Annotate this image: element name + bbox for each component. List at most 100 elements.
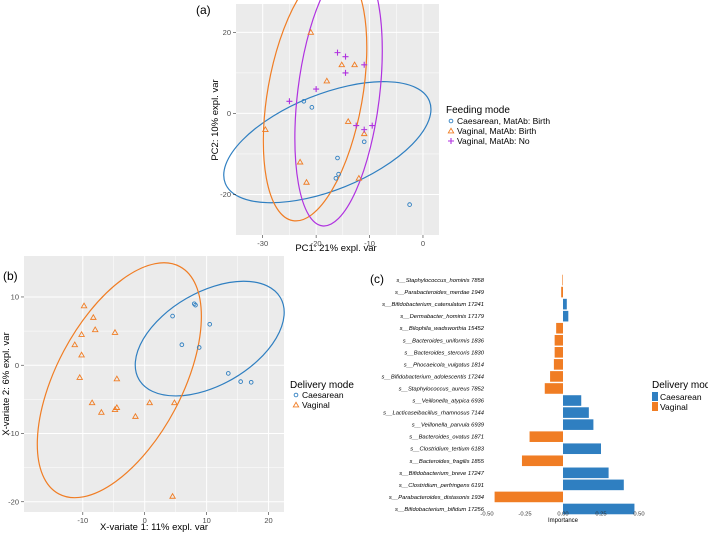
panel-c-bar-17 [563,479,624,491]
panel-a-point-plus [353,122,360,129]
panel-b-x-tick-label: 0 [143,516,147,525]
panel-c-legend-label-vaginal: Vaginal [660,402,688,412]
panel-c-category-label: s__Bifidobacterium_adolescentis 17244 [382,374,484,380]
panel-c-x-tick-label: 0.25 [595,512,606,518]
panel-c-bar-5 [554,334,563,346]
panel-c-bar-0 [562,274,563,286]
panel-b-x-tick-label: -10 [77,516,88,525]
panel-c-bar-2 [563,298,567,310]
panel-a-point-circle [361,139,367,145]
panel-a-point-triangle [296,158,304,165]
panel-b-y-axis-label: X-variate 2: 6% expl. var [1,332,12,436]
panel-c-bar-4 [556,322,563,334]
panel-c-category-label: s__Bacteroides_ovatus 1871 [409,435,484,441]
panel-b-point-triangle [113,403,121,410]
panel-c-category-label: s__Clostridium_perfringens 6191 [399,483,484,489]
panel-a-y-tick-label: 0 [227,109,231,118]
panel-c-bar-19 [563,503,635,515]
panel-a-label: (a) [196,3,211,17]
panel-b-y-tick-label: 10 [11,293,19,302]
panel-c-legend-key-vaginal [652,402,658,411]
panel-a-confidence-ellipse-2 [294,0,383,227]
panel-c-bar-9 [544,383,563,394]
panel-b-point-triangle [113,375,121,382]
panel-b-gridlines [24,256,284,512]
panel-a-point-circle [336,171,341,177]
panel-b-point-circle [196,345,202,350]
panel-a-y-axis-label: PC2: 10% expl. var [210,79,221,160]
panel-c-x-tick-label: 0.00 [557,512,568,518]
panel-a-point-plus [361,61,368,68]
panel-b-point-triangle [78,351,86,358]
panel-a-x-axis-label: PC1: 21% expl. var [295,243,376,254]
panel-c-bar-6 [554,347,563,358]
panel-c-category-label: s__Bacteroides_uniformis 1836 [403,338,485,344]
panel-b-y-ticks: -20 -10 0 10 [8,293,24,506]
panel-a-x-tick-label: -30 [257,239,268,248]
panel-c-bar-11 [563,407,589,418]
panel-a-point-triangle [261,126,269,133]
panel-c-category-labels: s__Staphylococcus_hominis 7858 s__Parabac… [382,278,485,513]
panel-b-confidence-ellipse-1 [36,262,202,499]
panel-c-bar-16 [563,467,609,479]
panel-b-point-triangle [88,399,96,406]
panel-c-bar-15 [521,455,563,467]
panel-c-bar-8 [550,371,563,382]
panel-b-legend: Delivery mode Caesarean Vaginal [290,380,354,410]
panel-b-point-triangle [78,330,86,337]
panel-b-point-circle [248,379,254,385]
panel-b-point-triangle [170,399,178,406]
panel-c-category-label: s__Veillonella_parvula 6939 [412,423,485,429]
panel-a-y-tick-label: -20 [220,190,231,199]
panel-b-point-triangle [76,373,84,380]
panel-b-points [71,301,254,499]
panel-c-bar-1 [561,286,563,298]
panel-a-y-tick-label: 20 [223,28,231,37]
panel-a-point-circle [335,155,340,161]
panel-a-legend-key-circle [448,118,454,124]
panel-c-label: (c) [370,272,384,286]
panel-b-point-triangle [89,313,97,320]
panel-b-x-axis-label: X-variate 1: 11% expl. var [100,522,208,533]
panel-c-x-axis-label: Importance [548,518,579,524]
panel-a-point-plus [361,126,368,133]
panel-c-category-label: s__Veillonella_atypica 6936 [412,399,484,405]
panel-a-point-plus [334,49,341,56]
panel-a-point-triangle [338,61,346,68]
panel-a-confidence-ellipse-1 [262,0,368,222]
panel-a-point-circle [333,175,339,181]
panel-c-legend-key-caesarean [652,392,658,401]
panel-c-category-label: s__Phocaeicola_vulgatus 1814 [404,362,484,368]
panel-b-y-tick-label: -10 [8,429,19,438]
panel-b-plot-background [24,256,284,512]
panel-c-category-label: s__Clostridium_tertium 6183 [410,447,485,453]
panel-a-point-triangle [351,61,359,68]
panel-a-point-triangle [355,174,363,181]
panel-a-point-plus [369,122,376,129]
panel-c-bar-18 [494,491,563,503]
panel-b-x-tick-label: 20 [264,516,272,525]
panel-c-category-label: s__Staphylococcus_aureus 7852 [399,386,485,392]
panel-a-point-plus [313,86,320,93]
panel-b-confidence-ellipse-0 [134,280,285,397]
panel-b-point-triangle [91,326,99,333]
panel-a-point-circle [301,98,307,104]
panel-b-point-circle [179,342,185,348]
panel-b-legend-title: Delivery mode [290,380,354,391]
panel-a-points [261,28,412,207]
panel-b-legend-label-vaginal: Vaginal [302,400,330,410]
panel-c-category-label: s__Bifidobacterium_bifidum 17256 [395,507,485,513]
panel-b-legend-key-circle [293,392,299,398]
panel-a-point-plus [342,53,349,60]
panel-c-category-label: s__Bilophila_wadsworthia 15452 [400,326,485,332]
panel-a-point-circle [407,202,412,207]
panel-b: (b) -10 0 10 20 -20 -10 0 10 X-variate 1: 11% … [1,256,354,533]
panel-c: (c) s__Staphylococcus_hominis 7858 s__Par… [370,272,708,524]
panel-b-point-triangle [111,328,119,335]
panel-a-ellipses [223,0,432,227]
panel-a-legend-key-plus [448,138,454,144]
panel-a-plot-background [236,4,439,235]
panel-b-point-circle [170,313,175,319]
panel-c-category-label: s__Dermabacter_hominis 17179 [400,314,485,320]
panel-b-point-triangle [169,492,177,499]
